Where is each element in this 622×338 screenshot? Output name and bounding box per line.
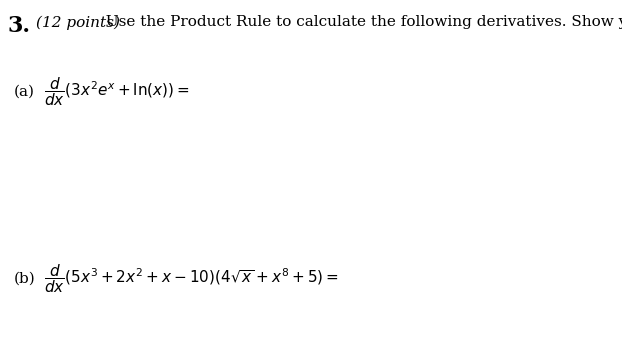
Text: (a): (a) [14, 84, 35, 98]
Text: Use the Product Rule to calculate the following derivatives. Show your work!: Use the Product Rule to calculate the fo… [96, 15, 622, 29]
Text: (12 points): (12 points) [36, 15, 120, 30]
Text: $\dfrac{d}{dx}(3x^2e^x + \ln(x)) =$: $\dfrac{d}{dx}(3x^2e^x + \ln(x)) =$ [44, 75, 189, 107]
Text: $\dfrac{d}{dx}(5x^3 + 2x^2 + x - 10)(4\sqrt{x} + x^8 + 5) =$: $\dfrac{d}{dx}(5x^3 + 2x^2 + x - 10)(4\s… [44, 263, 338, 295]
Text: (b): (b) [14, 272, 35, 286]
Text: 3.: 3. [7, 15, 30, 37]
